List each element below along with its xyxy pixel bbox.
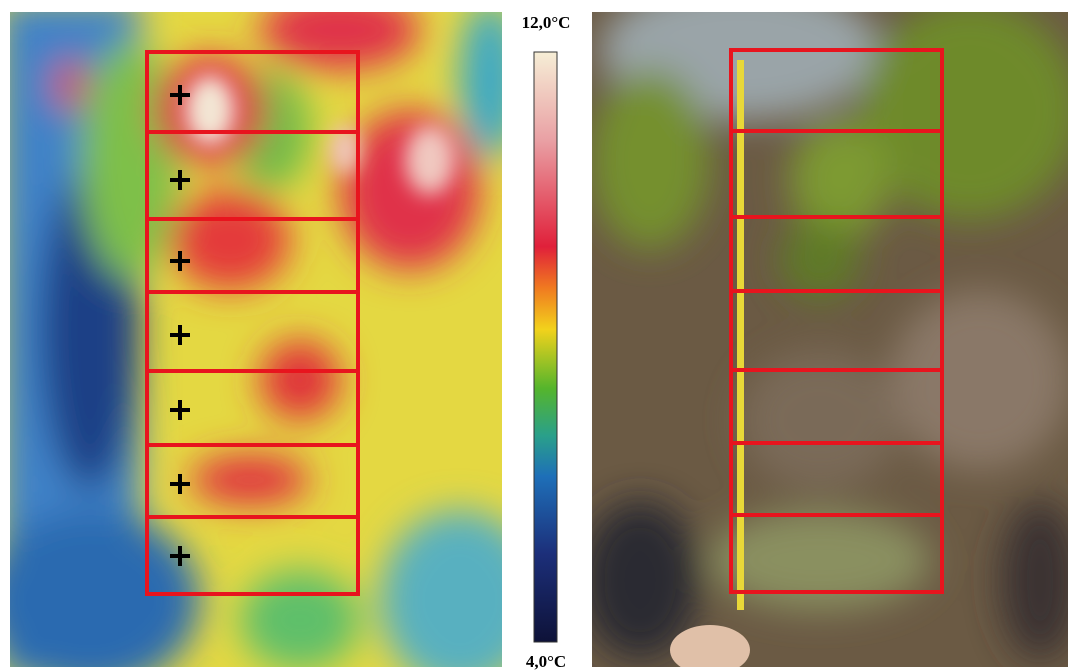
scale-min-label: 4,0°C bbox=[526, 652, 566, 671]
figure: 12,0°C 4,0°C bbox=[0, 0, 1072, 671]
scale-max-label: 12,0°C bbox=[522, 13, 571, 32]
thermal-image bbox=[0, 0, 540, 671]
color-bar bbox=[534, 52, 557, 642]
photo-image bbox=[580, 0, 1072, 671]
